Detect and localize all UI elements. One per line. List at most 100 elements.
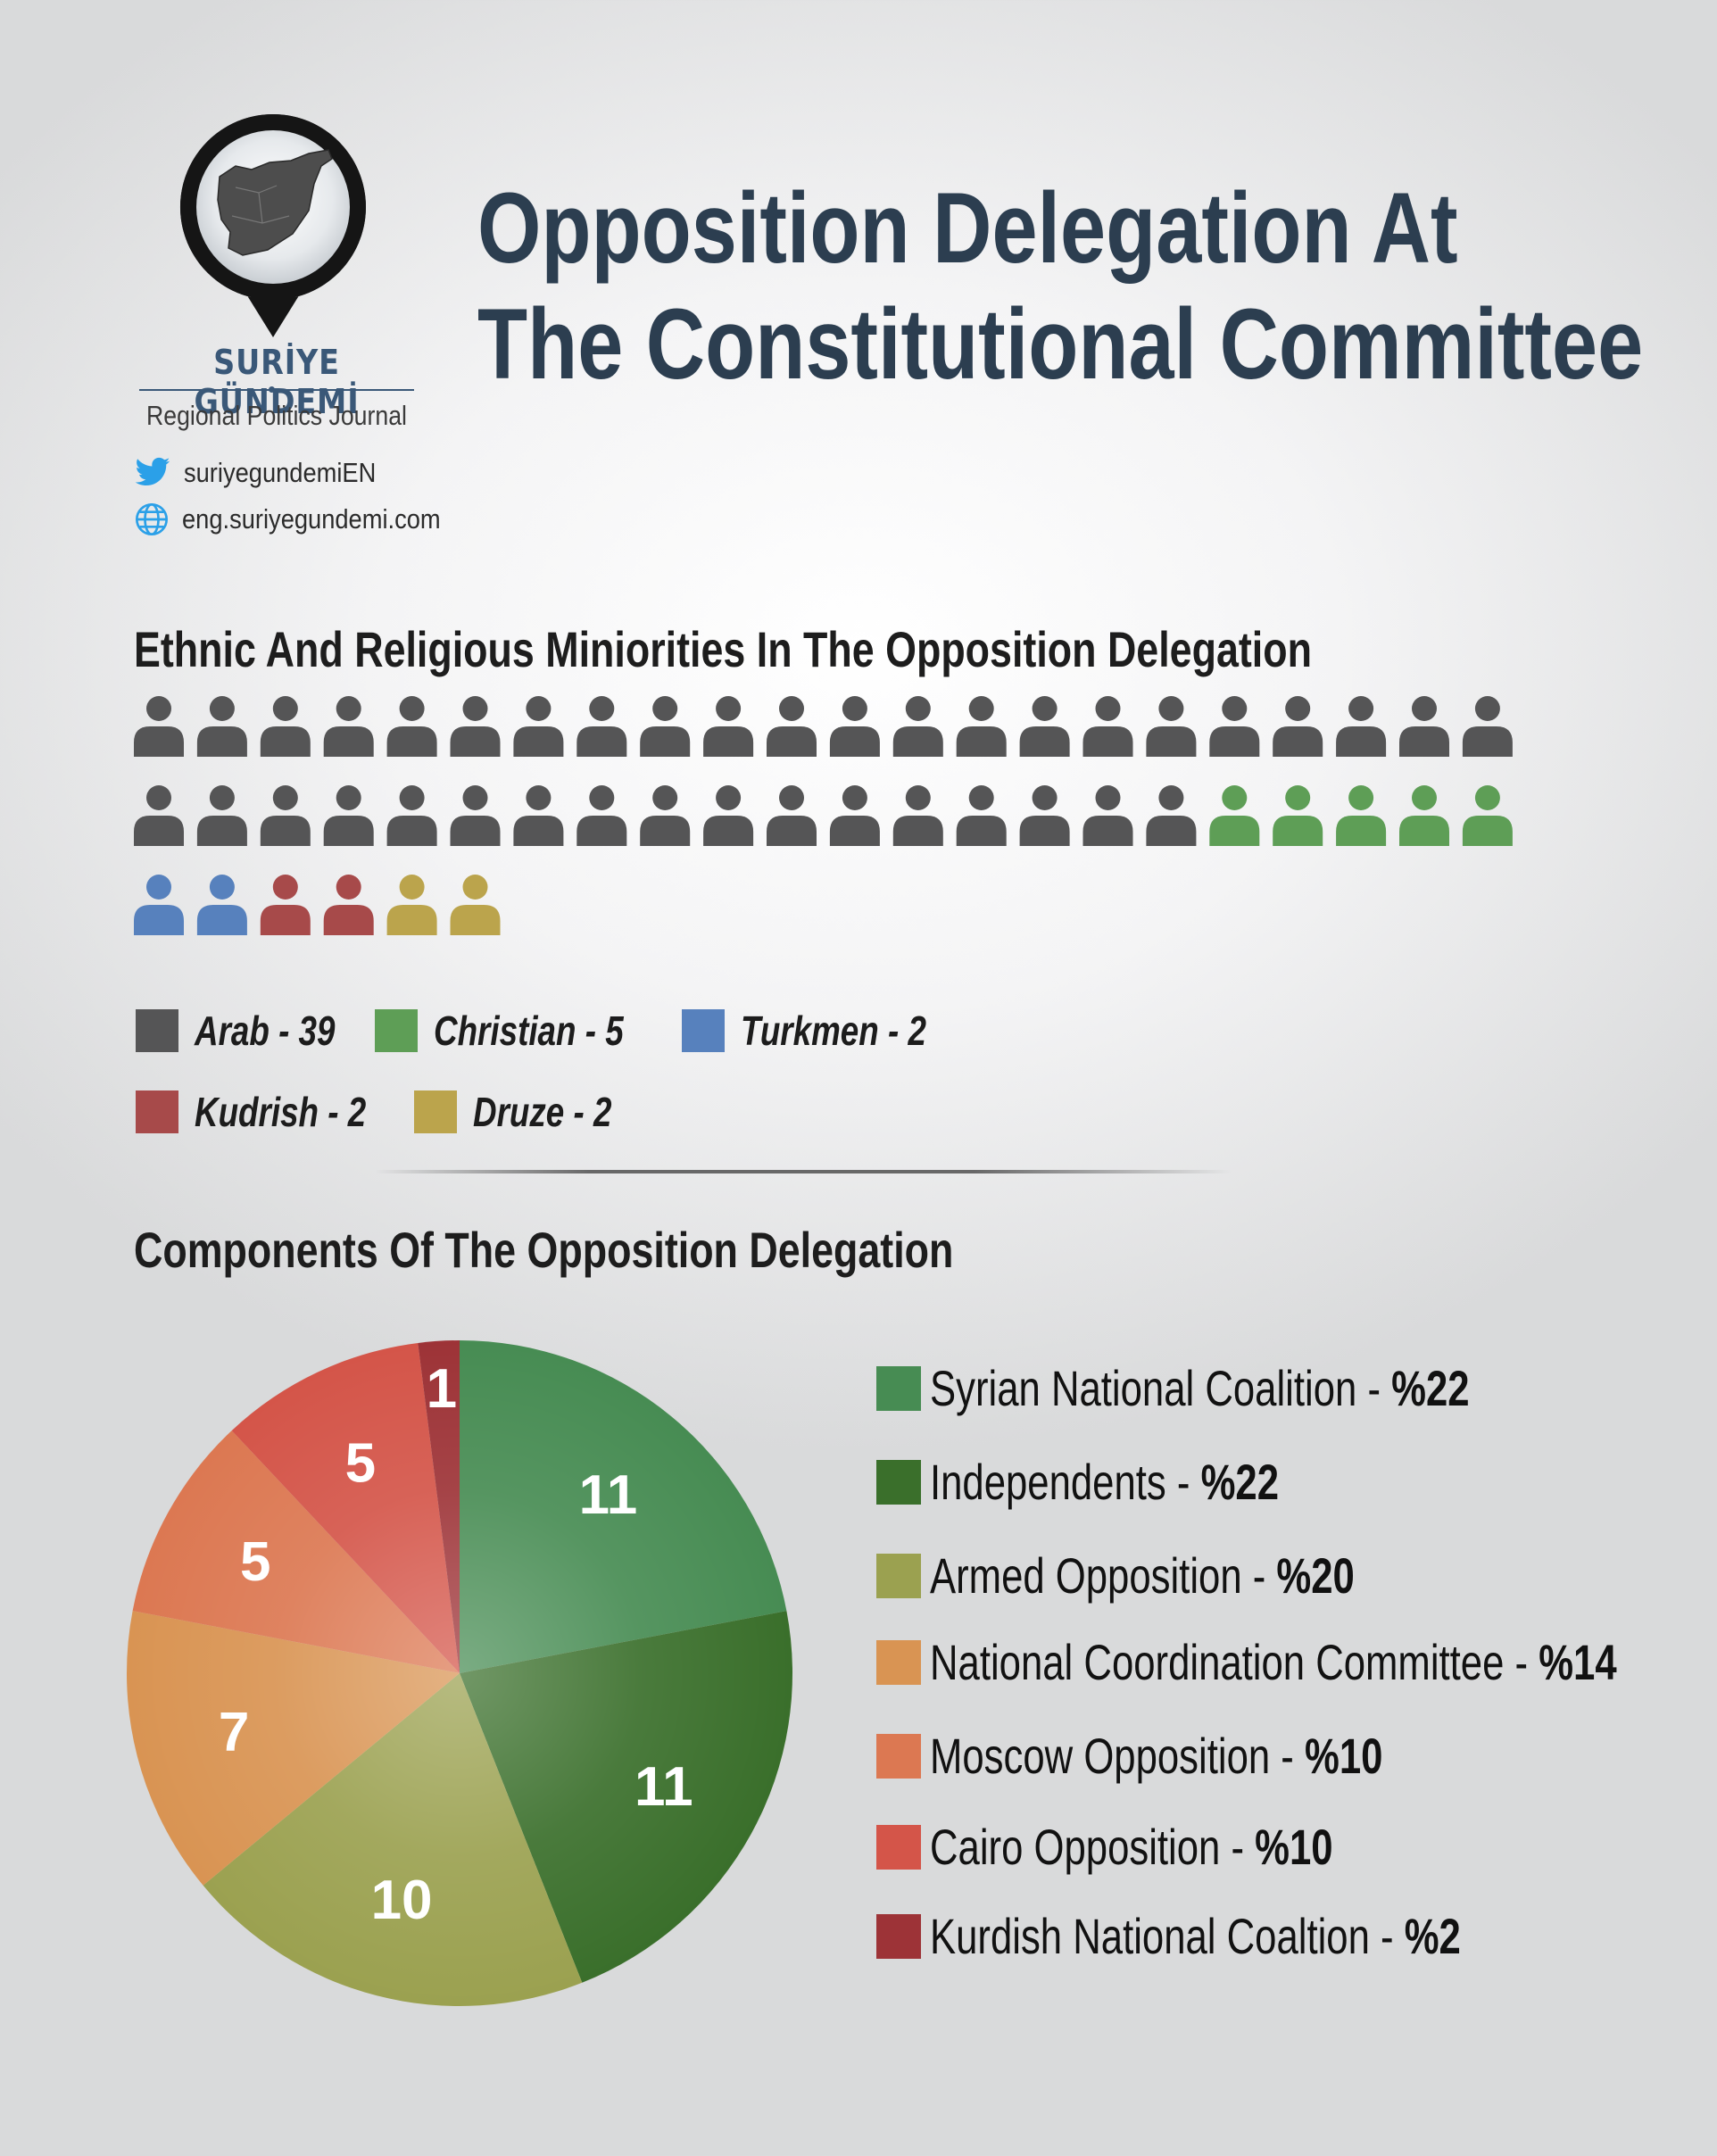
legend-label-turkmen: Turkmen - 2 [741,1008,926,1054]
legend-series-name: Independents - [930,1454,1201,1510]
pie-value-label: 5 [345,1433,376,1495]
page-title-line-1: Opposition Delegation At [477,172,1458,284]
legend-label: Armed Opposition - %20 [930,1547,1355,1605]
person-icon-turkmen [196,875,247,935]
person-icon-arab [640,785,691,846]
person-icon-arab [956,785,1007,846]
person-icon-arab [829,696,880,757]
pie-value-label: 5 [240,1531,270,1593]
person-icon-arab [450,696,501,757]
person-icon-arab [703,785,754,846]
person-icon-turkmen [134,875,184,935]
person-icon-arab [829,785,880,846]
legend-swatch-druze [414,1090,457,1133]
brand-divider [139,389,414,391]
person-icon-arab [1209,696,1260,757]
person-icon-arab [450,785,501,846]
person-icon-arab [892,785,943,846]
person-icon-arab [576,696,627,757]
legend-swatch [876,1365,921,1411]
legend-label: Moscow Opposition - %10 [930,1727,1382,1785]
section-title-minorities: Ethnic And Religious Miniorities In The … [134,621,1312,677]
legend-series-name: Moscow Opposition - [930,1728,1305,1784]
person-pictograph [134,696,1513,935]
legend-item-druze: Druze - 2 [414,1088,646,1136]
legend-swatch [876,1553,921,1598]
pie-value-label: 7 [219,1702,249,1763]
person-icon-arab [386,696,437,757]
person-icon-arab [260,785,311,846]
person-icon-arab [134,785,184,846]
legend-label-arab: Arab - 39 [195,1008,336,1054]
legend-percent: %20 [1276,1547,1355,1604]
person-icon-arab [956,696,1007,757]
brand-subtitle: Regional Politics Journal [146,400,407,431]
legend-item-cairo-opposition: Cairo Opposition - %10 [876,1818,1447,1876]
legend-swatch [876,1824,921,1870]
twitter-handle: suriyegundemiEN [184,457,377,488]
legend-series-name: National Coordination Committee - [930,1634,1539,1690]
person-icon-arab [386,785,437,846]
legend-swatch-christian [375,1009,418,1052]
person-icon-arab [1082,785,1133,846]
legend-percent: %22 [1200,1454,1279,1510]
globe-icon [136,503,168,535]
person-icon-christian [1399,785,1449,846]
twitter-link[interactable]: suriyegundemiEN [134,457,402,489]
person-icon-arab [260,696,311,757]
pie-value-label: 10 [371,1870,433,1931]
legend-series-name: Armed Opposition - [930,1547,1277,1604]
legend-item-armed-opposition: Armed Opposition - %20 [876,1547,1474,1605]
person-icon-arab [640,696,691,757]
section-title-components: Components Of The Opposition Delegation [134,1222,954,1278]
legend-swatch [876,1733,921,1779]
legend-label: Syrian National Coalition - %22 [930,1359,1470,1417]
legend-item-syrian-national-coalition: Syrian National Coalition - %22 [876,1359,1622,1417]
person-icon-arab [1399,696,1449,757]
person-icon-christian [1462,785,1513,846]
person-icon-kudrish [260,875,311,935]
pie-value-label: 11 [579,1464,638,1526]
legend-percent: %10 [1304,1728,1383,1784]
legend-item-moscow-opposition: Moscow Opposition - %10 [876,1727,1511,1785]
person-icon-arab [513,785,564,846]
person-icon-druze [386,875,437,935]
pie-value-label: 1 [427,1358,457,1420]
brand-logo [179,114,366,337]
legend-label-druze: Druze - 2 [473,1089,612,1135]
brand-name: SURİYE GÜNDEMİ [194,343,360,421]
website-url: eng.suriyegundemi.com [182,503,441,535]
legend-percent: %2 [1404,1908,1461,1964]
person-icon-christian [1273,785,1323,846]
legend-series-name: Kurdish National Coaltion - [930,1908,1405,1964]
legend-label-christian: Christian - 5 [434,1008,624,1054]
legend-label: Kurdish National Coaltion - %2 [930,1907,1461,1965]
section-divider [375,1170,1232,1173]
person-icon-arab [513,696,564,757]
page-title-line-2: The Constitutional Committee [477,288,1644,400]
person-icon-arab [1146,696,1197,757]
person-icon-arab [323,696,374,757]
twitter-icon [135,457,170,485]
person-icon-christian [1336,785,1387,846]
legend-series-name: Syrian National Coalition - [930,1360,1392,1416]
person-icon-arab [767,696,817,757]
legend-series-name: Cairo Opposition - [930,1819,1256,1875]
legend-swatch [876,1639,921,1685]
legend-item-turkmen: Turkmen - 2 [682,1007,973,1055]
person-icon-arab [1019,696,1070,757]
legend-percent: %22 [1391,1360,1470,1416]
legend-item-christian: Christian - 5 [375,1007,671,1055]
person-icon-arab [892,696,943,757]
website-link[interactable]: eng.suriyegundemi.com [134,502,476,537]
legend-label: National Coordination Committee - %14 [930,1633,1617,1691]
legend-swatch-arab [136,1009,178,1052]
person-icon-arab [1336,696,1387,757]
person-icon-arab [1462,696,1513,757]
legend-label-kurdish: Kudrish - 2 [195,1089,367,1135]
brand-divider-dot [269,386,275,393]
legend-swatch [876,1913,921,1959]
legend-item-kurdish-national-coaltion: Kurdish National Coaltion - %2 [876,1907,1611,1965]
person-icon-christian [1209,785,1260,846]
